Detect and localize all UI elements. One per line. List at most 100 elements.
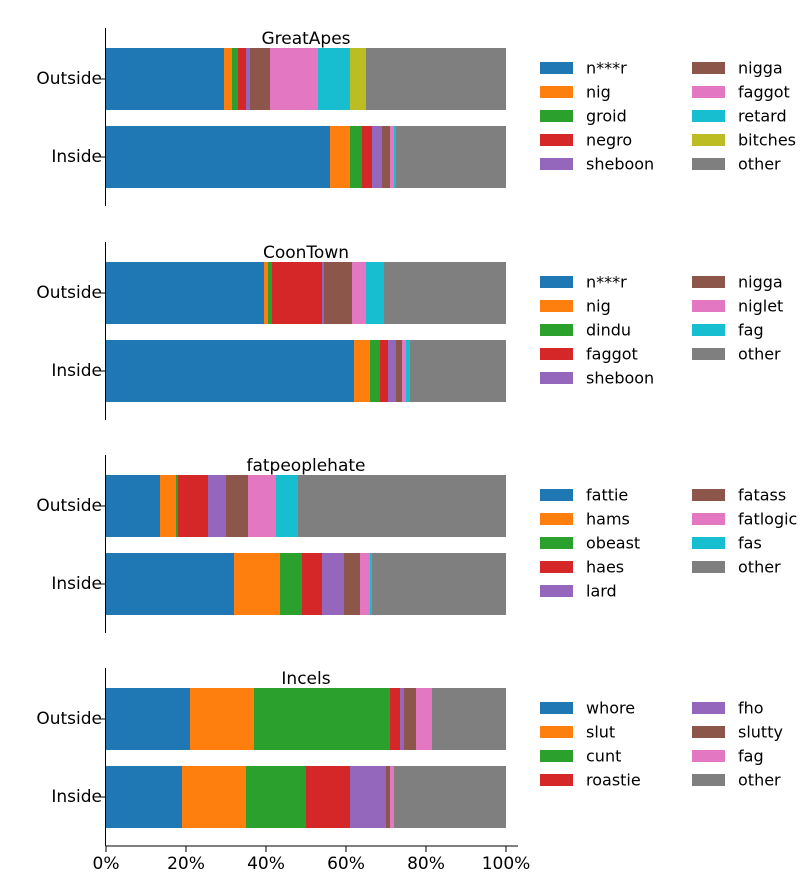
bar-segment-outside-niglet bbox=[352, 262, 366, 324]
legend-swatch bbox=[692, 489, 725, 501]
panel-title: GreatApes bbox=[261, 29, 350, 49]
legend-label: niglet bbox=[738, 297, 783, 316]
legend-swatch bbox=[540, 372, 573, 384]
legend-swatch bbox=[540, 537, 573, 549]
bar-segment-outside-lard bbox=[208, 475, 226, 537]
bar-segment-inside-lard bbox=[322, 553, 344, 615]
bar-segment-inside-negro bbox=[362, 126, 372, 188]
legend-label: fattie bbox=[586, 486, 628, 505]
panel-title: Incels bbox=[281, 669, 330, 689]
bar-segment-outside-haes bbox=[178, 475, 208, 537]
bar-segment-inside-slut bbox=[182, 766, 246, 828]
legend-swatch bbox=[540, 726, 573, 738]
legend-swatch bbox=[692, 726, 725, 738]
bar-segment-outside-whore bbox=[106, 688, 190, 750]
legend-swatch bbox=[540, 276, 573, 288]
legend-label: slutty bbox=[738, 723, 783, 742]
bar-segment-inside-sheboon bbox=[372, 126, 382, 188]
legend-swatch bbox=[540, 348, 573, 360]
bar-segment-outside-other bbox=[298, 475, 506, 537]
bar-segment-inside-nxxxr bbox=[106, 340, 354, 402]
bar-segment-outside-fag bbox=[416, 688, 432, 750]
legend-label: nig bbox=[586, 83, 611, 102]
bar-segment-outside-slut bbox=[190, 688, 254, 750]
legend-swatch bbox=[540, 86, 573, 98]
bar-segment-outside-roastie bbox=[390, 688, 400, 750]
legend-swatch bbox=[540, 134, 573, 146]
bar-segment-outside-sheboon bbox=[322, 262, 324, 324]
panel-title: CoonTown bbox=[263, 243, 349, 263]
legend-label: fho bbox=[738, 699, 764, 718]
y-tick-label: Outside bbox=[36, 69, 102, 89]
panel-incels: Incels Outside Inside whore slut cunt roastie f… bbox=[36, 668, 783, 846]
legend-label: n***r bbox=[586, 273, 627, 292]
bar-segment-inside-groid bbox=[350, 126, 362, 188]
bar-segment-inside-other bbox=[394, 766, 506, 828]
legend-swatch bbox=[540, 324, 573, 336]
bar-segment-outside-nxxxr bbox=[106, 48, 224, 110]
legend-swatch bbox=[692, 537, 725, 549]
bar-segment-inside-fas bbox=[370, 553, 372, 615]
legend-label: fag bbox=[738, 747, 764, 766]
legend-label: lard bbox=[586, 582, 617, 601]
legend-label: retard bbox=[738, 107, 787, 126]
bar-segment-inside-other bbox=[372, 553, 506, 615]
bar-segment-inside-roastie bbox=[306, 766, 350, 828]
bar-segment-inside-nxxxr bbox=[106, 126, 330, 188]
bar-segment-outside-other bbox=[366, 48, 506, 110]
legend-swatch bbox=[540, 489, 573, 501]
legend-swatch bbox=[692, 348, 725, 360]
bar-segment-outside-groid bbox=[232, 48, 238, 110]
bar-segment-inside-hams bbox=[234, 553, 280, 615]
panel-coontown: CoonTown Outside Inside n***r nig dindu faggot… bbox=[36, 242, 783, 420]
bar-segment-outside-fag bbox=[366, 262, 384, 324]
legend-swatch bbox=[692, 324, 725, 336]
legend-swatch bbox=[692, 110, 725, 122]
bar-segment-outside-fho bbox=[400, 688, 404, 750]
bar-segment-outside-slutty bbox=[404, 688, 416, 750]
bar-segment-outside-cunt bbox=[254, 688, 390, 750]
legend-swatch bbox=[692, 158, 725, 170]
bar-segment-outside-negro bbox=[238, 48, 246, 110]
legend-swatch bbox=[540, 561, 573, 573]
x-tick-label: 60% bbox=[327, 854, 365, 874]
bar-segment-inside-fatass bbox=[344, 553, 360, 615]
legend-label: faggot bbox=[738, 83, 790, 102]
legend-swatch bbox=[692, 561, 725, 573]
legend-swatch bbox=[692, 300, 725, 312]
legend-label: nig bbox=[586, 297, 611, 316]
bar-segment-outside-fattie bbox=[106, 475, 160, 537]
legend-swatch bbox=[692, 750, 725, 762]
legend-label: cunt bbox=[586, 747, 621, 766]
bar-segment-inside-obeast bbox=[280, 553, 302, 615]
legend-swatch bbox=[692, 86, 725, 98]
legend-swatch bbox=[540, 774, 573, 786]
legend-label: groid bbox=[586, 107, 627, 126]
bar-segment-outside-fatass bbox=[226, 475, 248, 537]
bar-segment-outside-nigga bbox=[250, 48, 270, 110]
y-tick-label: Outside bbox=[36, 709, 102, 729]
bar-segment-inside-cunt bbox=[246, 766, 306, 828]
legend-label: dindu bbox=[586, 321, 631, 340]
x-tick-label: 20% bbox=[167, 854, 205, 874]
bar-segment-inside-nigga bbox=[382, 126, 390, 188]
legend-label: obeast bbox=[586, 534, 640, 553]
bar-segment-outside-faggot bbox=[272, 262, 322, 324]
legend-label: sheboon bbox=[586, 369, 654, 388]
legend-swatch bbox=[540, 513, 573, 525]
bar-segment-outside-obeast bbox=[176, 475, 178, 537]
bar-segment-inside-fatlogic bbox=[360, 553, 370, 615]
legend-swatch bbox=[540, 110, 573, 122]
legend-label: haes bbox=[586, 558, 624, 577]
y-tick-label: Inside bbox=[51, 147, 102, 167]
legend-label: fas bbox=[738, 534, 762, 553]
legend-swatch bbox=[692, 774, 725, 786]
legend-swatch bbox=[540, 300, 573, 312]
bar-segment-outside-hams bbox=[160, 475, 176, 537]
bar-segment-outside-sheboon bbox=[246, 48, 250, 110]
bar-segment-inside-fho bbox=[350, 766, 386, 828]
legend-label: bitches bbox=[738, 131, 796, 150]
bar-segment-inside-fattie bbox=[106, 553, 234, 615]
legend-label: roastie bbox=[586, 771, 641, 790]
